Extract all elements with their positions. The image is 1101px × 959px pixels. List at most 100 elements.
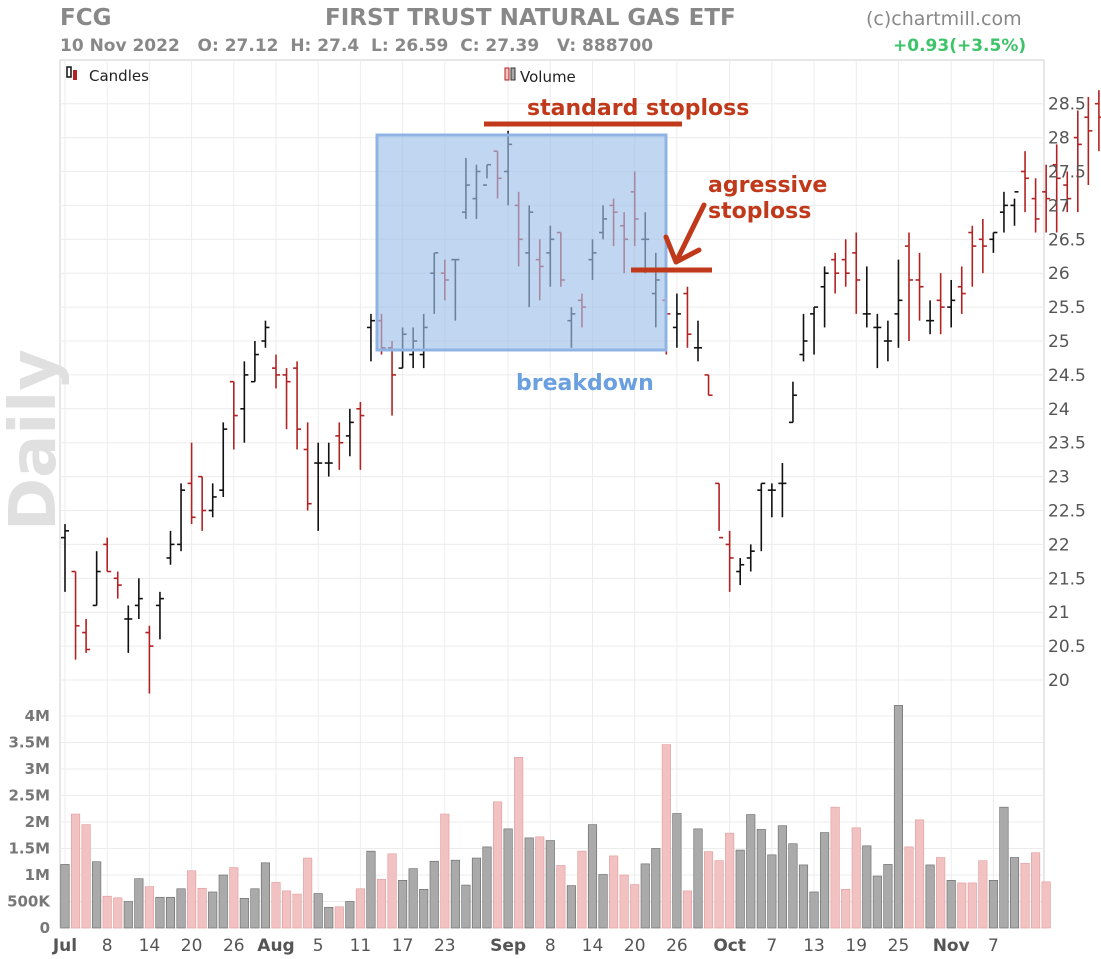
volume-bar [197,887,207,929]
volume-bar [134,878,144,929]
price-tick-label: 24 [1048,400,1070,420]
aggressive-stoploss-label-2: stoploss [708,199,811,224]
ohlc-bar [1063,171,1072,213]
volume-bar [609,855,619,929]
volume-bar [978,860,988,929]
ohlc-bar [999,191,1008,233]
volume-bar [640,863,650,929]
volume-bar [366,850,376,929]
volume-tick-label: 2M [25,813,50,831]
volume-bar [967,882,977,929]
volume-tick-label: 0 [40,919,50,937]
ohlc-bar [873,313,882,369]
volume-bar [946,879,956,929]
ohlc-bar [219,422,228,497]
price-tick-label: 23 [1048,468,1070,488]
volume-bar [809,891,819,929]
ohlc-bar [1010,191,1019,226]
volume-bar [1031,852,1041,929]
ohlc-bar [198,475,207,531]
ohlc-bar [704,374,713,397]
volume-bar [1009,857,1020,929]
candles-legend-icon [66,66,72,78]
ohlc-bar [757,482,766,552]
date-tick-label: 14 [582,936,604,956]
ohlc-bar [883,320,892,362]
ohlc-bar [366,313,375,362]
ohlc-bar [1094,90,1101,152]
volume-bar [450,859,460,929]
date-tick-label: 17 [392,936,414,956]
volume-legend-icon [504,67,510,81]
volume-bar [271,882,281,929]
price-tick-label: 24.5 [1048,366,1086,386]
aggressive-stoploss-label-1: agressive [708,173,827,198]
volume-tick-label: 2.5M [9,787,51,805]
date-tick-label: 7 [766,936,777,956]
legend-volume[interactable]: Volume [504,67,576,86]
ohlc-bar [282,368,291,430]
volume-bar [155,896,165,929]
ohlc-bar [852,232,861,314]
ohlc-bar [862,266,871,328]
date-tick-label: 20 [624,936,646,956]
volume-bar [735,849,745,929]
ohlc-bar [831,252,840,294]
ohlc-bar [1021,151,1030,213]
ohlc-bar [124,605,133,653]
volume-bar [630,884,640,929]
ohlc-bar [345,408,354,457]
ohlc-bar [810,306,819,355]
volume-bar [767,854,777,929]
volume-bar [514,757,524,929]
volume-bar [376,878,387,929]
ohlc-bar [672,293,681,348]
date-tick-label: Nov [933,936,970,956]
volume-bar [788,843,798,929]
ohlc-bar [356,402,365,470]
volume-bar [777,825,787,929]
ohlc-bar [926,300,935,335]
volume-bar [957,882,967,929]
ohlc-readout: 10 Nov 2022 O: 27.12 H: 27.4 L: 26.59 C:… [60,36,654,56]
volume-bar [619,874,629,929]
volume-bar [1041,881,1051,929]
volume-bar [71,813,81,929]
ohlc-bar [61,524,69,592]
volume-bar [661,744,671,929]
volume-bar [883,864,893,929]
legend-candles[interactable]: Candles [66,66,149,85]
volume-legend-icon-up [510,67,516,81]
chart-credit: (c)chartmill.com [866,8,1022,30]
price-tick-label: 21.5 [1048,569,1086,589]
volume-bar [714,860,724,929]
volume-bar [746,814,756,929]
volume-bars [60,705,1051,929]
volume-bar [703,851,714,929]
ohlc-bar [177,483,186,552]
volume-bar [904,846,914,929]
volume-bar [324,907,334,929]
date-axis: Jul 8 14 20 26 Aug 5 11 17 23 Sep 8 14 20 26 Oct 7 13 19 25… [52,936,999,956]
ohlc-bar [915,252,924,321]
ohlc-bar [736,557,745,586]
volume-bar [598,874,608,929]
ohlc-bar [208,483,217,518]
arrow-icon [663,202,707,265]
ohlc-bar [187,442,196,525]
date-tick-label: Sep [490,936,526,956]
ohlc-bar [905,232,913,341]
price-tick-label: 26.5 [1048,230,1086,250]
ohlc-bar [767,483,776,518]
ohlc-bar [694,320,702,362]
consolidation-box [375,133,668,352]
volume-tick-label: 3M [25,760,50,778]
standard-stoploss-label: standard stoploss [527,96,749,121]
volume-bar [492,801,503,929]
ohlc-bar [272,354,280,389]
ohlc-bar [314,442,323,531]
volume-bar [144,886,154,929]
ohlc-bar [240,361,249,443]
volume-bar [862,845,872,929]
